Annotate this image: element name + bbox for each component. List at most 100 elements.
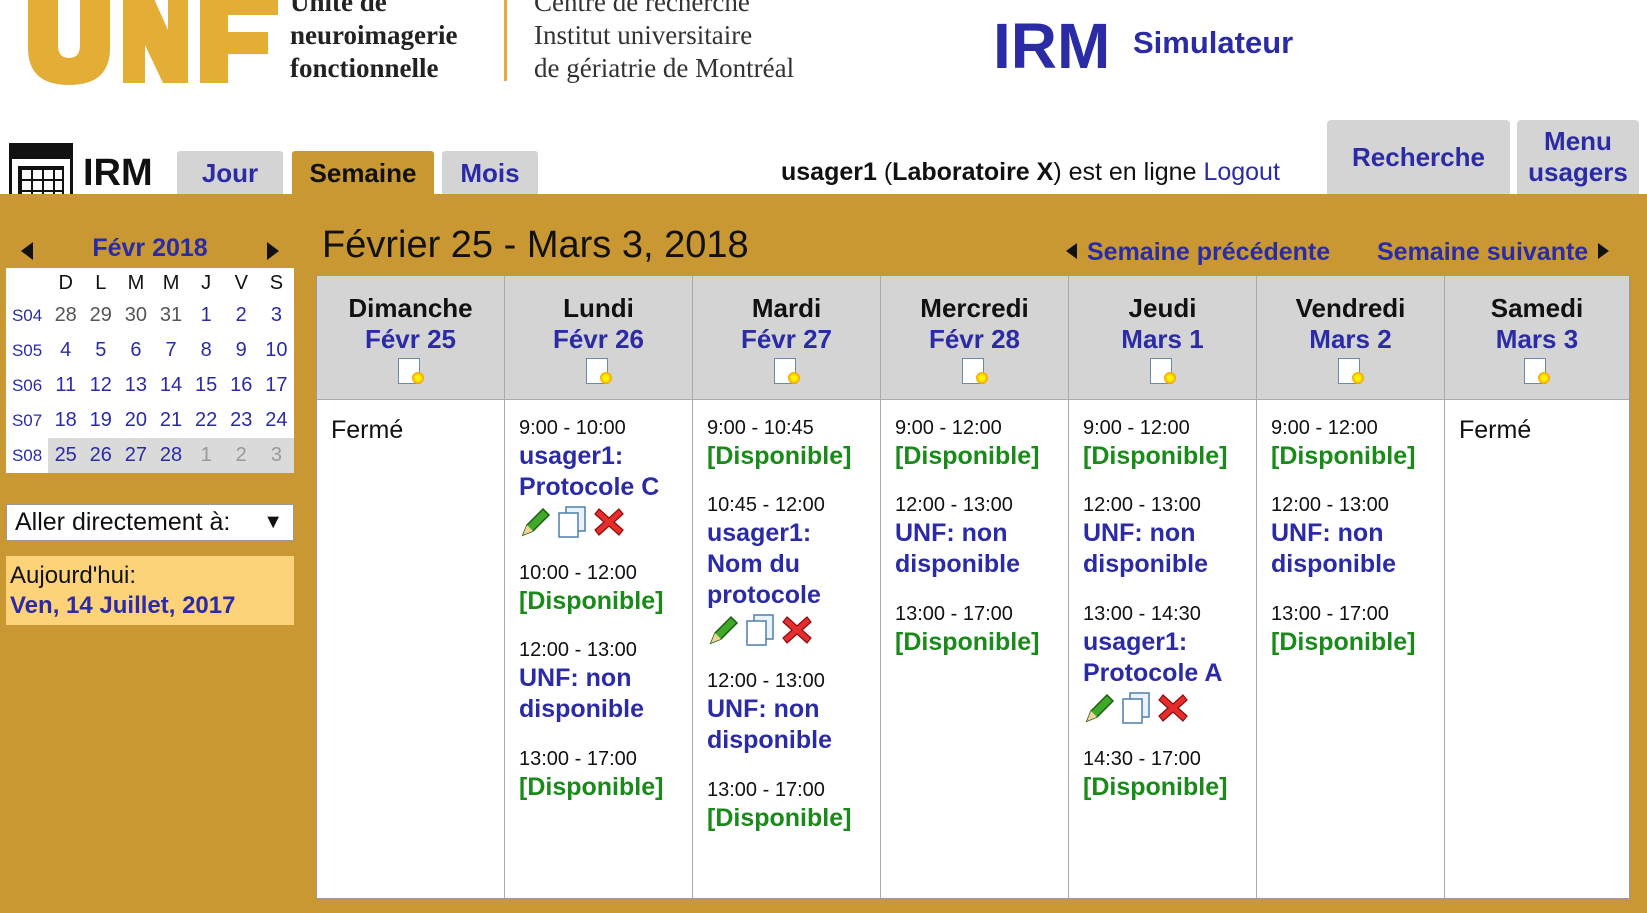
unavailable-link[interactable]: UNF: non disponible <box>707 695 832 754</box>
copy-icon[interactable] <box>744 613 776 647</box>
new-entry-icon[interactable] <box>1149 358 1176 386</box>
new-entry-icon[interactable] <box>585 358 612 386</box>
tab-recherche[interactable]: Recherche <box>1327 120 1510 194</box>
goto-select-value: Aller directement à: <box>15 508 231 536</box>
day-cell[interactable]: 26 <box>83 438 119 473</box>
booking-link[interactable]: usager1: Protocole A <box>1083 628 1223 687</box>
day-date-link[interactable]: Févr 26 <box>552 324 645 354</box>
tab-semaine[interactable]: Semaine <box>292 151 434 195</box>
day-cell[interactable]: 31 <box>159 304 183 326</box>
prev-month-icon[interactable] <box>21 242 33 260</box>
delete-x-icon[interactable] <box>781 613 813 647</box>
edit-pencil-icon[interactable] <box>519 505 551 539</box>
day-date-link[interactable]: Févr 28 <box>928 324 1021 354</box>
day-cell[interactable]: 8 <box>200 339 212 361</box>
copy-icon[interactable] <box>1120 691 1152 725</box>
new-entry-icon[interactable] <box>1337 358 1364 386</box>
day-cell[interactable]: 1 <box>200 304 212 326</box>
day-date-link[interactable]: Févr 25 <box>364 324 457 354</box>
available-link[interactable]: [Disponible] <box>519 773 664 801</box>
day-cell[interactable]: 25 <box>48 438 84 473</box>
dropdown-caret-icon: ▼ <box>263 511 283 533</box>
day-cell[interactable]: 18 <box>54 409 77 431</box>
available-link[interactable]: [Disponible] <box>707 804 852 832</box>
unavailable-link[interactable]: UNF: non disponible <box>895 519 1020 578</box>
day-cell[interactable]: 4 <box>60 339 72 361</box>
day-cell[interactable]: 9 <box>235 339 247 361</box>
day-cell[interactable]: 11 <box>55 374 77 396</box>
day-cell[interactable]: 17 <box>265 374 288 396</box>
new-entry-icon[interactable] <box>961 358 988 386</box>
day-cell[interactable]: 2 <box>235 304 247 326</box>
booking-link[interactable]: usager1: Protocole C <box>519 442 660 501</box>
day-cell[interactable]: 19 <box>89 409 112 431</box>
day-cell[interactable]: 20 <box>124 409 148 431</box>
logout-link[interactable]: Logout <box>1203 158 1280 186</box>
day-cell[interactable]: 3 <box>270 304 282 326</box>
goto-select[interactable]: Aller directement à: ▼ <box>6 504 294 541</box>
day-date-link[interactable]: Mars 3 <box>1495 324 1579 354</box>
day-cell[interactable]: 7 <box>165 339 177 361</box>
day-cell[interactable]: 29 <box>89 304 112 326</box>
day-cell[interactable]: 6 <box>130 339 142 361</box>
day-cell[interactable]: 24 <box>265 409 288 431</box>
day-cell[interactable]: 5 <box>95 339 107 361</box>
week-number[interactable]: S05 <box>11 340 43 360</box>
day-cell[interactable]: 2 <box>223 438 259 473</box>
week-number[interactable]: S06 <box>11 375 43 395</box>
closed-label: Fermé <box>331 416 404 444</box>
day-date-link[interactable]: Mars 2 <box>1309 324 1392 354</box>
time-slot: 9:00 - 10:00 usager1: Protocole C <box>519 416 692 539</box>
day-cell[interactable]: 28 <box>54 304 77 326</box>
unavailable-link[interactable]: UNF: non disponible <box>1271 519 1396 578</box>
day-cell[interactable]: 16 <box>230 374 253 396</box>
prev-week-link[interactable]: Semaine précédente <box>1066 238 1330 267</box>
unavailable-link[interactable]: UNF: non disponible <box>1083 519 1208 578</box>
day-cell[interactable]: 22 <box>195 409 218 431</box>
available-link[interactable]: [Disponible] <box>1271 628 1416 656</box>
copy-icon[interactable] <box>556 505 588 539</box>
day-cell[interactable]: 28 <box>153 438 189 473</box>
tab-jour[interactable]: Jour <box>177 151 283 195</box>
mini-calendar-month[interactable]: Févr 2018 <box>92 234 208 262</box>
available-link[interactable]: [Disponible] <box>519 587 664 615</box>
day-cell[interactable]: 30 <box>124 304 148 326</box>
day-cell[interactable]: 27 <box>118 438 154 473</box>
day-cell[interactable]: 13 <box>124 374 148 396</box>
tab-menu-usagers[interactable]: Menu usagers <box>1517 120 1639 194</box>
week-number[interactable]: S04 <box>11 305 43 325</box>
time-slot: 12:00 - 13:00 UNF: non disponible <box>1083 493 1256 580</box>
day-cell[interactable]: 23 <box>230 409 253 431</box>
week-number[interactable]: S07 <box>11 410 43 430</box>
day-cell[interactable]: 3 <box>258 438 294 473</box>
day-cell[interactable]: 12 <box>89 374 112 396</box>
weekday-header: D <box>58 271 73 294</box>
available-link[interactable]: [Disponible] <box>1083 442 1228 470</box>
day-date-link[interactable]: Févr 27 <box>740 324 833 354</box>
available-link[interactable]: [Disponible] <box>1271 442 1416 470</box>
available-link[interactable]: [Disponible] <box>1083 773 1228 801</box>
next-month-icon[interactable] <box>267 242 279 260</box>
delete-x-icon[interactable] <box>1157 691 1189 725</box>
new-entry-icon[interactable] <box>773 358 800 386</box>
tab-mois[interactable]: Mois <box>442 151 538 195</box>
day-cell[interactable]: 15 <box>195 374 218 396</box>
available-link[interactable]: [Disponible] <box>895 628 1040 656</box>
new-entry-icon[interactable] <box>397 358 424 386</box>
day-cell[interactable]: 14 <box>159 374 183 396</box>
day-cell[interactable]: 1 <box>188 438 224 473</box>
unavailable-link[interactable]: UNF: non disponible <box>519 664 644 723</box>
day-cell[interactable]: 21 <box>159 409 183 431</box>
edit-pencil-icon[interactable] <box>707 613 739 647</box>
new-entry-icon[interactable] <box>1524 358 1550 386</box>
available-link[interactable]: [Disponible] <box>895 442 1040 470</box>
edit-pencil-icon[interactable] <box>1083 691 1115 725</box>
day-cell[interactable]: 10 <box>265 339 288 361</box>
today-link[interactable]: Ven, 14 Juillet, 2017 <box>10 592 236 619</box>
day-date-link[interactable]: Mars 1 <box>1121 324 1204 354</box>
booking-link[interactable]: usager1: Nom du protocole <box>707 519 821 609</box>
delete-x-icon[interactable] <box>593 505 625 539</box>
available-link[interactable]: [Disponible] <box>707 442 852 470</box>
next-week-link[interactable]: Semaine suivante <box>1377 238 1610 267</box>
week-number[interactable]: S08 <box>6 438 49 473</box>
